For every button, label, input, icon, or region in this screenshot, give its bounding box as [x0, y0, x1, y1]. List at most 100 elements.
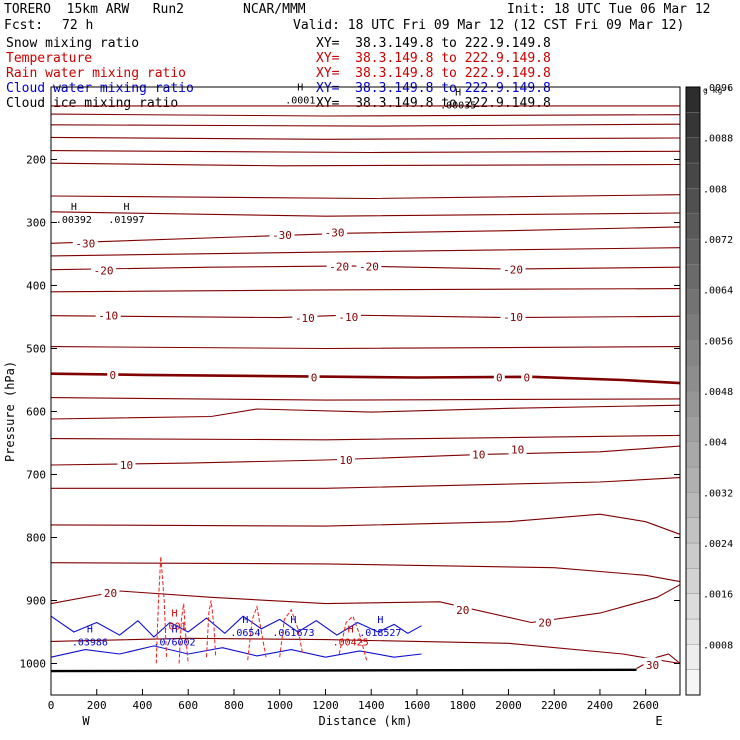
- isotherm-label: 10: [511, 443, 524, 456]
- isotherm-line: [50, 136, 681, 140]
- isotherm-label-bg: [521, 370, 533, 384]
- isotherm-label-bg: [469, 447, 488, 461]
- field-name: Snow mixing ratio: [6, 36, 140, 51]
- isotherm-line: [50, 162, 681, 167]
- y-axis-label: Pressure (hPa): [3, 361, 17, 462]
- colorbar-tick-label: .008: [703, 184, 727, 195]
- field-xy-range: XY= 38.3.149.8 to 222.9.149.8: [316, 96, 551, 111]
- init-time: Init: 18 UTC Tue 06 Mar 12: [507, 2, 711, 17]
- colorbar-swatch: [685, 86, 701, 113]
- extremum-value: .018527: [359, 628, 401, 639]
- extremum-value: .00035: [440, 100, 476, 111]
- colorbar-swatch: [685, 238, 701, 265]
- colorbar-frame: [685, 86, 701, 696]
- extremum-marker: H: [455, 87, 461, 98]
- isotherm-line: [50, 397, 681, 401]
- colorbar-tick-label: .0088: [703, 134, 733, 145]
- isotherm-label: 10: [472, 448, 485, 461]
- valid-time: Valid: 18 UTC Fri 09 Mar 12 (12 CST Fri …: [293, 18, 685, 33]
- cloud_water-contour: [50, 645, 422, 658]
- field-name: Temperature: [6, 51, 93, 66]
- colorbar-tick-label: .0048: [703, 387, 733, 398]
- x-tick-label: 1200: [312, 699, 339, 712]
- isotherm-line: [50, 584, 681, 624]
- isotherm-label-bg: [308, 370, 320, 384]
- colorbar-swatch: [685, 112, 701, 138]
- isotherm-label-bg: [322, 225, 348, 239]
- isotherm-label-bg: [107, 367, 119, 381]
- x-tick-label: 800: [224, 699, 244, 712]
- y-tick-label: 600: [26, 405, 46, 418]
- isotherm-label-bg: [91, 263, 117, 277]
- colorbar-swatch: [685, 162, 701, 189]
- isotherm-label-bg: [453, 602, 472, 616]
- isotherm-line: [50, 346, 681, 350]
- colorbar-swatch: [685, 340, 701, 366]
- isotherm-label: 0: [109, 369, 116, 382]
- isotherm-line: [50, 211, 681, 217]
- colorbar-swatch: [685, 492, 701, 518]
- colorbar-tick-label: .0096: [703, 83, 733, 94]
- isotherm-label-bg: [500, 262, 526, 276]
- isotherm-line: [50, 404, 681, 420]
- isotherm-label: -10: [295, 312, 315, 325]
- isotherm-label: -30: [272, 229, 292, 242]
- extremum-marker: H: [377, 615, 383, 626]
- extremum-value: .0001: [285, 95, 315, 106]
- colorbar-swatch: [685, 416, 701, 442]
- isotherm-label: -10: [503, 311, 523, 324]
- colorbar-tick-label: .0064: [703, 286, 733, 297]
- isotherm-label: -30: [325, 227, 345, 240]
- isotherm-line: [50, 372, 681, 385]
- rain-contour: [338, 615, 368, 661]
- field-xy-range: XY= 38.3.149.8 to 222.9.149.8: [316, 36, 551, 51]
- x-tick-label: 2600: [632, 699, 659, 712]
- x-tick-label: 1000: [266, 699, 293, 712]
- extremum-value: .01997: [108, 215, 144, 226]
- colorbar-swatch: [685, 466, 701, 493]
- x-tick-label: 200: [87, 699, 107, 712]
- extremum-value: .00392: [56, 215, 92, 226]
- colorbar-swatch: [685, 264, 701, 290]
- isotherm-label: 10: [120, 459, 133, 472]
- isotherm-label-bg: [117, 458, 136, 472]
- isotherm-label: -20: [359, 261, 379, 274]
- x-tick-label: 1600: [404, 699, 431, 712]
- colorbar-swatch: [685, 669, 701, 696]
- colorbar-swatch: [685, 593, 701, 620]
- y-tick-label: 700: [26, 468, 46, 481]
- colorbar-swatch: [685, 314, 701, 341]
- field-xy-range: XY= 38.3.149.8 to 222.9.149.8: [316, 51, 551, 66]
- isotherm-label-bg: [101, 585, 120, 599]
- x-tick-label: 600: [178, 699, 198, 712]
- isotherm-label-bg: [335, 309, 361, 323]
- x-end-label-east: E: [655, 714, 662, 728]
- isotherm-line: [50, 194, 681, 200]
- colorbar-swatch: [685, 188, 701, 214]
- colorbar-swatch: [685, 618, 701, 645]
- isotherm-line: [50, 123, 681, 127]
- extremum-value: .061673: [272, 628, 314, 639]
- isotherm-line: [50, 434, 681, 441]
- colorbar-swatch: [685, 644, 701, 670]
- isotherm-line: [50, 513, 681, 535]
- isotherm-line: [50, 150, 681, 154]
- colorbar-tick-label: .0024: [703, 539, 733, 550]
- isotherm-line: [50, 113, 681, 117]
- extremum-marker: H: [297, 82, 303, 93]
- colorbar-tick-label: .004: [703, 438, 727, 449]
- x-tick-label: 1800: [449, 699, 476, 712]
- isotherm-label-bg: [500, 309, 526, 323]
- isotherm-label: 20: [538, 617, 551, 630]
- colorbar-swatch: [685, 137, 701, 164]
- colorbar-tick-label: .0072: [703, 235, 733, 246]
- x-end-label-west: W: [82, 714, 90, 728]
- extremum-marker: H: [171, 624, 177, 635]
- isotherm-label-bg: [356, 259, 382, 273]
- extremum-marker: H: [87, 624, 93, 635]
- extremum-value: .03986: [72, 637, 108, 648]
- x-tick-label: 400: [133, 699, 153, 712]
- isotherm-label: -10: [338, 311, 358, 324]
- isotherm-label-bg: [269, 228, 295, 242]
